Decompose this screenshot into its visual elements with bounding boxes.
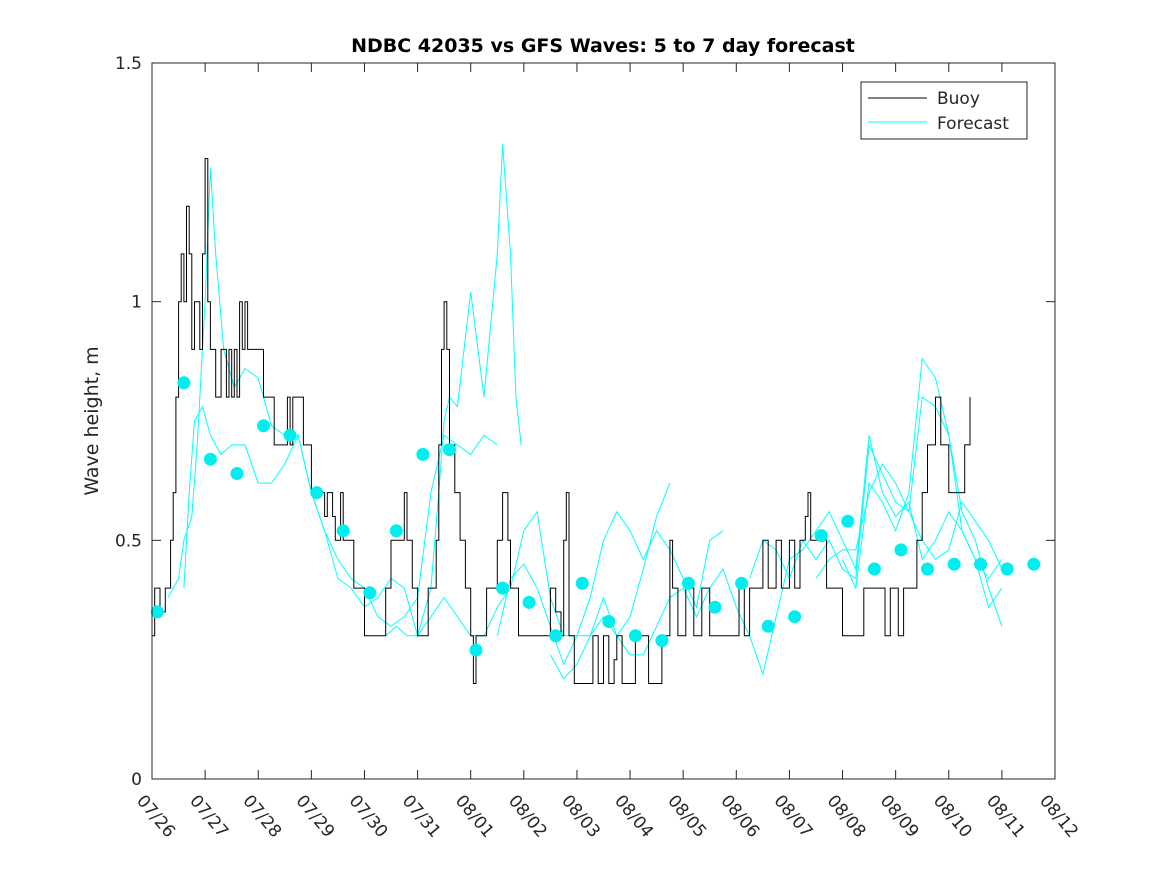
- forecast-marker: [894, 543, 908, 557]
- y-axis-label: Wave height, m: [81, 346, 103, 495]
- x-tick-label: 08/06: [716, 791, 763, 841]
- forecast-marker: [283, 428, 297, 442]
- forecast-line: [815, 462, 1003, 579]
- x-tick-label: 07/30: [345, 791, 392, 841]
- y-tick-label: 0.5: [115, 531, 142, 551]
- forecast-marker: [257, 419, 270, 433]
- y-tick-label: 1: [131, 293, 142, 313]
- forecast-line: [749, 396, 1003, 609]
- forecast-marker: [522, 595, 536, 609]
- x-tick-label: 08/03: [557, 791, 604, 841]
- legend: Buoy Forecast: [860, 81, 1028, 140]
- x-tick-label: 07/29: [292, 791, 339, 841]
- y-tick-label: 1.5: [115, 54, 142, 74]
- forecast-marker: [177, 376, 191, 390]
- x-tick-label: 08/12: [1035, 791, 1082, 841]
- forecast-marker: [549, 629, 563, 643]
- marker-layer: [150, 376, 1041, 657]
- forecast-marker: [389, 524, 403, 538]
- forecast-marker: [230, 467, 244, 480]
- forecast-marker: [602, 615, 616, 628]
- forecast-marker: [469, 643, 483, 657]
- forecast-marker: [708, 600, 722, 614]
- forecast-marker: [682, 576, 695, 590]
- x-tick-label: 08/08: [823, 791, 870, 841]
- y-tick-label: 0: [131, 770, 142, 790]
- forecast-marker: [761, 619, 775, 633]
- forecast-marker: [443, 443, 456, 457]
- y-axis: 0 0.5 1 1.5: [115, 54, 1055, 790]
- legend-label-forecast: Forecast: [937, 114, 1009, 134]
- forecast-marker: [150, 605, 164, 619]
- forecast-marker: [336, 524, 350, 538]
- forecast-marker: [814, 529, 828, 543]
- forecast-marker: [575, 576, 589, 590]
- x-tick-label: 07/26: [132, 791, 179, 841]
- forecast-marker: [921, 562, 934, 576]
- forecast-marker: [203, 452, 217, 466]
- x-tick-label: 08/11: [982, 791, 1029, 841]
- legend-label-buoy: Buoy: [937, 89, 980, 109]
- x-tick-label: 07/31: [398, 791, 445, 841]
- forecast-line: [167, 144, 522, 638]
- series-layer: [152, 144, 1003, 684]
- forecast-marker: [788, 610, 802, 624]
- legend-box: [860, 81, 1028, 140]
- plot-frame: [151, 62, 1056, 780]
- x-tick-label: 08/07: [770, 791, 817, 841]
- forecast-marker: [628, 629, 642, 643]
- forecast-line: [549, 435, 1003, 680]
- forecast-line: [385, 482, 671, 637]
- x-tick-label: 08/02: [504, 791, 551, 841]
- forecast-marker: [496, 581, 510, 595]
- forecast-marker: [841, 514, 855, 528]
- x-tick-label: 08/09: [876, 791, 923, 841]
- forecast-marker: [974, 557, 988, 571]
- forecast-line: [183, 405, 498, 627]
- x-tick-label: 07/28: [238, 791, 285, 841]
- forecast-marker: [1027, 557, 1041, 571]
- forecast-marker: [363, 586, 377, 600]
- x-tick-label: 08/05: [663, 791, 710, 841]
- x-tick-label: 07/27: [185, 791, 232, 841]
- buoy-line: [152, 158, 971, 684]
- forecast-marker: [1000, 562, 1014, 576]
- forecast-marker: [947, 557, 961, 571]
- forecast-line: [842, 357, 1003, 627]
- chart-title: NDBC 42035 vs GFS Waves: 5 to 7 day fore…: [351, 35, 855, 57]
- forecast-marker: [655, 634, 669, 648]
- forecast-marker: [735, 576, 749, 590]
- forecast-marker: [416, 447, 430, 461]
- x-tick-label: 08/10: [929, 791, 976, 841]
- forecast-marker: [867, 562, 881, 576]
- forecast-marker: [310, 486, 324, 500]
- x-tick-label: 08/01: [451, 791, 498, 841]
- x-tick-label: 08/04: [610, 791, 657, 841]
